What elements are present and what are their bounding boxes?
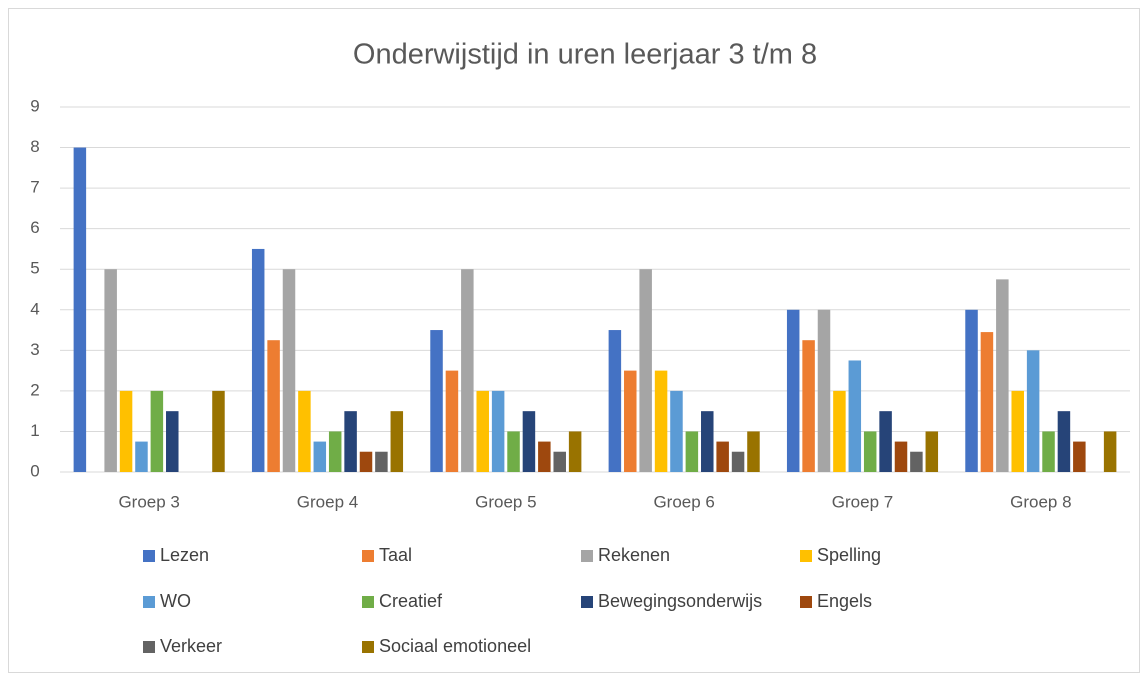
bar	[476, 390, 489, 472]
bar	[553, 451, 566, 472]
bar	[965, 309, 978, 472]
legend-swatch	[581, 596, 593, 608]
x-tick-label: Groep 6	[653, 492, 714, 511]
bar	[1026, 350, 1040, 472]
legend-swatch	[362, 596, 374, 608]
legend-swatch	[362, 641, 374, 653]
bar	[817, 309, 831, 472]
x-tick-label: Groep 3	[118, 492, 179, 511]
bar	[73, 147, 87, 473]
bar	[670, 390, 683, 472]
bar	[461, 269, 474, 472]
bar	[925, 431, 939, 472]
bar	[375, 451, 388, 472]
bar	[430, 330, 443, 472]
y-tick-label: 4	[30, 299, 39, 318]
bar	[298, 390, 311, 472]
bar	[445, 370, 459, 472]
legend-swatch	[143, 550, 155, 562]
bar	[538, 441, 551, 472]
bar	[980, 332, 994, 472]
bar	[568, 431, 582, 472]
bar	[863, 431, 877, 472]
bar	[685, 431, 699, 472]
bar	[359, 451, 373, 472]
y-tick-label: 7	[30, 178, 39, 197]
bar	[1057, 411, 1071, 472]
bar	[731, 451, 745, 472]
y-tick-label: 2	[30, 380, 39, 399]
legend-swatch	[800, 550, 812, 562]
bar	[282, 269, 296, 472]
bar	[747, 431, 760, 472]
legend-label: Bewegingsonderwijs	[598, 591, 762, 611]
legend-label: Verkeer	[160, 636, 222, 656]
bar	[150, 390, 164, 472]
legend-label: WO	[160, 591, 191, 611]
legend-label: Lezen	[160, 545, 209, 565]
legend-label: Sociaal emotioneel	[379, 636, 531, 656]
bar	[848, 360, 862, 472]
bar	[313, 441, 327, 472]
legend-label: Rekenen	[598, 545, 670, 565]
x-tick-label: Groep 5	[475, 492, 536, 511]
y-tick-label: 5	[30, 259, 39, 278]
bar	[1073, 441, 1086, 472]
bar	[654, 370, 668, 472]
y-tick-label: 8	[30, 137, 39, 156]
bar	[522, 411, 536, 472]
bar	[491, 390, 505, 472]
chart-border	[8, 8, 1140, 673]
bar	[507, 431, 520, 472]
bar	[1011, 390, 1024, 472]
legend-swatch	[143, 641, 155, 653]
bar	[212, 390, 225, 472]
bar	[267, 340, 280, 472]
bar	[390, 411, 404, 472]
bar	[344, 411, 357, 472]
legend-swatch	[362, 550, 374, 562]
bar	[166, 411, 179, 472]
y-tick-label: 1	[30, 421, 39, 440]
chart-title: Onderwijstijd in uren leerjaar 3 t/m 8	[353, 39, 817, 71]
y-tick-label: 3	[30, 340, 39, 359]
bar	[608, 330, 622, 472]
y-tick-label: 9	[30, 96, 39, 115]
bar	[1042, 431, 1055, 472]
bar	[104, 269, 117, 472]
bar	[639, 269, 652, 472]
y-tick-label: 6	[30, 218, 39, 237]
bar	[879, 411, 892, 472]
bar	[894, 441, 908, 472]
bar	[1103, 431, 1117, 472]
legend-swatch	[143, 596, 155, 608]
bar	[251, 248, 265, 472]
legend-swatch	[581, 550, 593, 562]
legend-label: Creatief	[379, 591, 443, 611]
x-tick-label: Groep 7	[832, 492, 893, 511]
bar	[996, 279, 1009, 472]
bar	[624, 370, 637, 472]
bar	[701, 411, 714, 472]
x-tick-label: Groep 8	[1010, 492, 1071, 511]
bar	[833, 390, 846, 472]
legend-label: Spelling	[817, 545, 881, 565]
bar	[119, 390, 133, 472]
bar	[802, 340, 815, 472]
bar	[786, 309, 800, 472]
bar	[716, 441, 729, 472]
bar	[135, 441, 148, 472]
legend-label: Taal	[379, 545, 412, 565]
x-tick-label: Groep 4	[297, 492, 358, 511]
bar	[328, 431, 342, 472]
y-tick-label: 0	[30, 461, 39, 480]
bar	[910, 451, 923, 472]
legend-swatch	[800, 596, 812, 608]
legend-label: Engels	[817, 591, 872, 611]
